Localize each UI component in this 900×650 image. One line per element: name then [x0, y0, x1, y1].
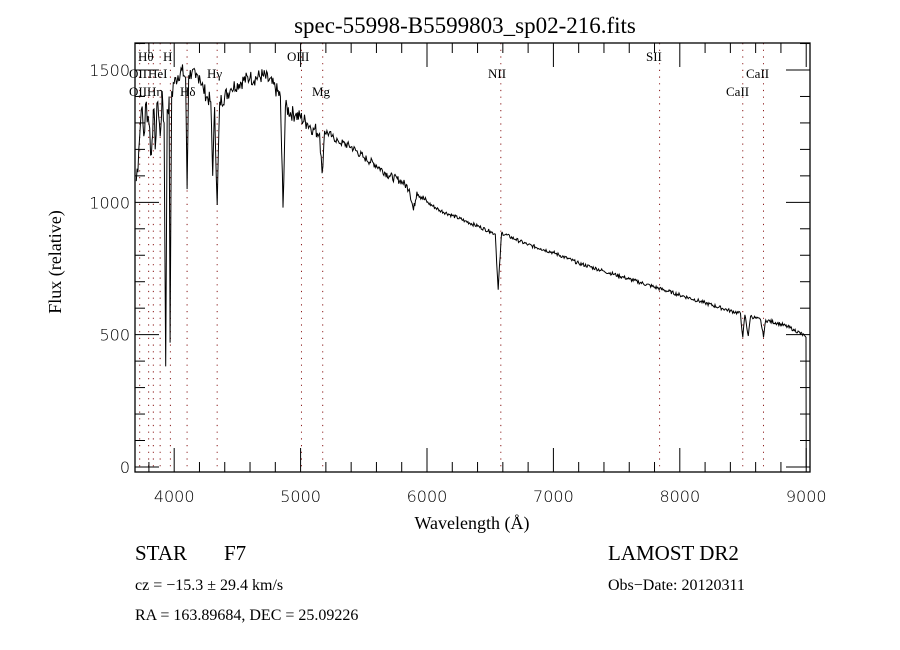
line-marker-label: SII [646, 49, 662, 64]
y-tick-label: 1000 [89, 193, 130, 212]
line-markers: Hθ H OIII SII OII HeI Hγ NII CaII OII Hη Hδ Mg CaII [129, 43, 769, 472]
line-marker-label: HeI [148, 66, 168, 81]
redshift-text: cz = −15.3 ± 29.4 km/s [135, 577, 283, 594]
x-axis-label: Wavelength (Å) [414, 513, 529, 534]
x-tick-label: 8000 [659, 487, 700, 506]
x-tick-label: 9000 [786, 487, 827, 506]
line-marker-label: Mg [312, 84, 331, 99]
x-tick-label: 6000 [407, 487, 448, 506]
line-marker-label: OIII [287, 49, 309, 64]
x-tick-label: 4000 [154, 487, 195, 506]
x-tick-label: 7000 [533, 487, 574, 506]
axis-ticks: 4000 5000 6000 7000 8000 9000 0 500 1000 1500 [89, 43, 827, 506]
y-axis-label: Flux (relative) [45, 210, 66, 313]
line-marker-label: Hθ [138, 49, 154, 64]
object-class: STAR [135, 541, 187, 565]
spectrum-line [135, 64, 807, 468]
line-marker-label: NII [488, 66, 506, 81]
line-marker-label: OII [129, 66, 147, 81]
coordinates-text: RA = 163.89684, DEC = 25.09226 [135, 607, 358, 624]
line-marker-label: Hδ [180, 84, 196, 99]
line-marker-label: CaII [746, 66, 769, 81]
line-marker-label: OII [129, 84, 147, 99]
y-tick-label: 1500 [89, 61, 130, 80]
line-marker-label: Hγ [207, 66, 222, 81]
y-tick-label: 0 [120, 458, 130, 477]
survey-name: LAMOST DR2 [608, 541, 739, 565]
line-marker-label: Hη [147, 84, 163, 99]
line-marker-label: CaII [726, 84, 749, 99]
line-marker-label: H [163, 49, 172, 64]
y-tick-label: 500 [99, 326, 130, 345]
chart-title: spec-55998-B5599803_sp02-216.fits [294, 13, 636, 38]
plot-frame [134, 42, 811, 473]
subclass: F7 [224, 541, 246, 565]
obs-date: Obs−Date: 20120311 [608, 577, 745, 594]
x-tick-label: 5000 [280, 487, 321, 506]
